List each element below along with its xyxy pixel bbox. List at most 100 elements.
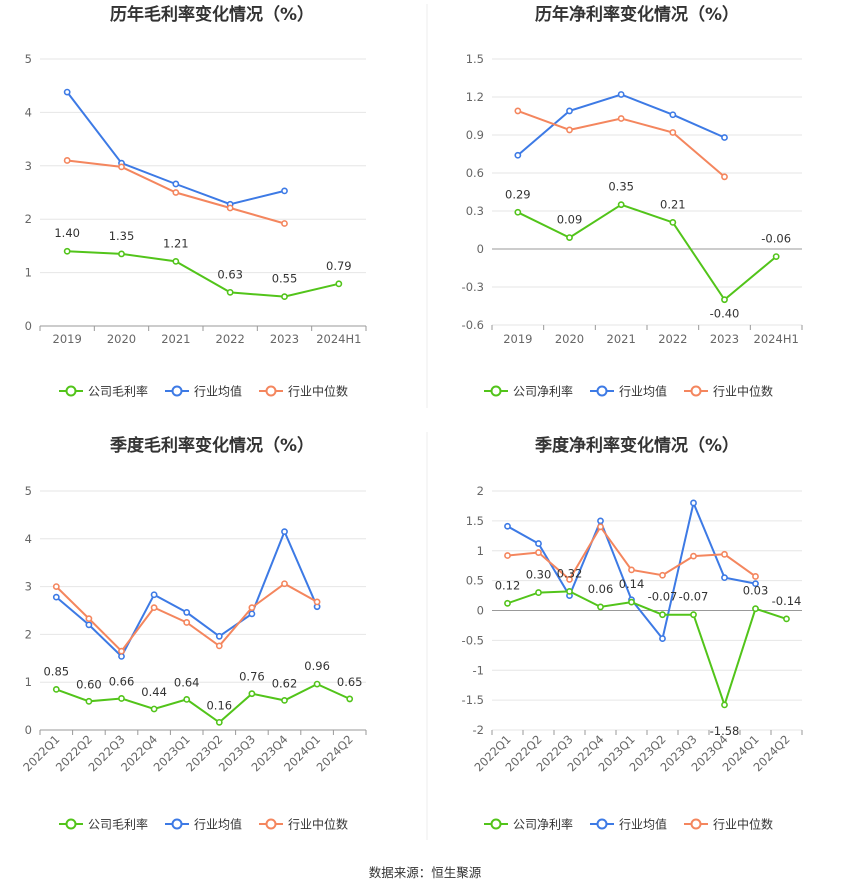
data-point [659, 635, 666, 642]
chart-title: 季度净利率变化情况（%） [535, 435, 739, 456]
series-industry-median [63, 157, 288, 227]
data-point [281, 580, 288, 588]
legend-label: 行业均值 [619, 384, 667, 399]
series-line [507, 590, 787, 709]
data-label: 1.21 [163, 236, 189, 250]
legend-swatch-marker [65, 385, 77, 397]
series-line [55, 682, 351, 724]
data-point [690, 499, 697, 507]
data-point [597, 523, 604, 531]
data-label: 0.12 [495, 578, 521, 592]
data-point [226, 204, 234, 212]
data-label: 1.40 [54, 226, 80, 240]
data-point [183, 619, 191, 626]
data-point [63, 157, 71, 164]
data-point [690, 611, 697, 619]
legend-label: 行业中位数 [288, 384, 348, 399]
y-tick-label: 0 [25, 723, 32, 737]
data-point [248, 604, 256, 612]
data-point [52, 593, 60, 601]
y-tick-label: 2 [477, 484, 484, 498]
legend-swatch-marker [265, 818, 277, 830]
legend: 公司毛利率 行业均值 行业中位数 [59, 384, 348, 399]
data-point [313, 598, 321, 606]
data-point [617, 201, 625, 209]
chart-panel-4: 季度净利率变化情况（%）-2-1.5-1-0.500.511.522022Q12… [462, 435, 803, 832]
data-point [281, 187, 288, 195]
data-point [752, 573, 759, 580]
x-tick-label: 2022 [658, 332, 687, 346]
legend-swatch-marker [490, 818, 502, 830]
y-tick-label: 1 [477, 544, 484, 558]
data-label: 0.65 [337, 675, 363, 689]
legend-item: 公司净利率 [484, 817, 573, 832]
legend-label: 行业均值 [194, 384, 242, 399]
legend-swatch-marker [690, 818, 702, 830]
data-point [752, 580, 759, 588]
data-point [215, 718, 223, 726]
data-point [172, 257, 180, 265]
chart-title: 历年毛利率变化情况（%） [110, 4, 314, 25]
y-tick-label: 0 [477, 604, 484, 618]
x-tick-label: 2024H1 [754, 332, 799, 346]
series-line [67, 250, 340, 298]
y-tick-label: 0.9 [466, 128, 484, 142]
data-point [721, 701, 728, 709]
y-tick-label: 3 [25, 159, 32, 173]
data-point [504, 522, 511, 530]
legend-label: 行业中位数 [288, 817, 348, 832]
data-point [52, 685, 60, 693]
data-point [248, 690, 256, 698]
x-tick-label: 2021 [607, 332, 636, 346]
data-label: -1.58 [710, 724, 740, 738]
data-point [566, 576, 573, 583]
data-point [721, 550, 728, 558]
legend-item: 公司毛利率 [59, 817, 148, 832]
legend-swatch-marker [596, 818, 608, 830]
x-tick-label: 2019 [53, 332, 82, 346]
legend-item: 行业中位数 [684, 817, 773, 832]
data-point [514, 151, 522, 159]
data-label: -0.07 [648, 590, 678, 604]
y-tick-label: 0 [25, 319, 32, 333]
data-point [721, 296, 728, 304]
y-tick-label: 1.2 [466, 90, 484, 104]
series-line [517, 203, 777, 302]
series-line [517, 93, 725, 157]
legend-swatch-marker [490, 385, 502, 397]
data-label: 0.06 [588, 582, 614, 596]
y-tick-label: 1 [25, 266, 32, 280]
data-point [617, 91, 625, 98]
legend-swatch-marker [265, 385, 277, 397]
series-company [52, 680, 354, 726]
data-point [248, 610, 256, 618]
data-point [535, 549, 542, 556]
legend-swatch-marker [171, 385, 183, 397]
data-point [597, 517, 604, 525]
data-point [52, 583, 60, 590]
data-point [597, 603, 604, 611]
data-point [504, 552, 511, 559]
legend-item: 行业均值 [165, 384, 242, 399]
series-company [504, 587, 790, 709]
x-tick-label: 2021 [161, 332, 190, 346]
data-label: 0.66 [109, 674, 135, 688]
legend-item: 行业均值 [590, 817, 667, 832]
legend-label: 行业中位数 [713, 817, 773, 832]
data-point [669, 111, 677, 119]
data-point [281, 293, 288, 301]
legend-swatch-marker [690, 385, 702, 397]
data-point [566, 234, 573, 241]
data-point [281, 220, 288, 227]
chart-panel-2: 历年净利率变化情况（%） -0.6 -0.3 0 0.3 0.6 0.9 1.2 1.5 2019… [462, 4, 803, 399]
data-point [118, 695, 125, 702]
chart-panel-1: 历年毛利率变化情况（%） 0 1 2 3 4 5 2019 2020 2021 2022 2023 20… [25, 4, 367, 399]
data-point [150, 604, 158, 612]
x-tick-label: 2024Q2 [314, 732, 356, 774]
legend-item: 行业均值 [590, 384, 667, 399]
data-label: 0.76 [239, 670, 265, 684]
x-tick-label: 2022 [216, 332, 245, 346]
data-point [150, 705, 158, 713]
y-tick-label: 3 [25, 580, 32, 594]
